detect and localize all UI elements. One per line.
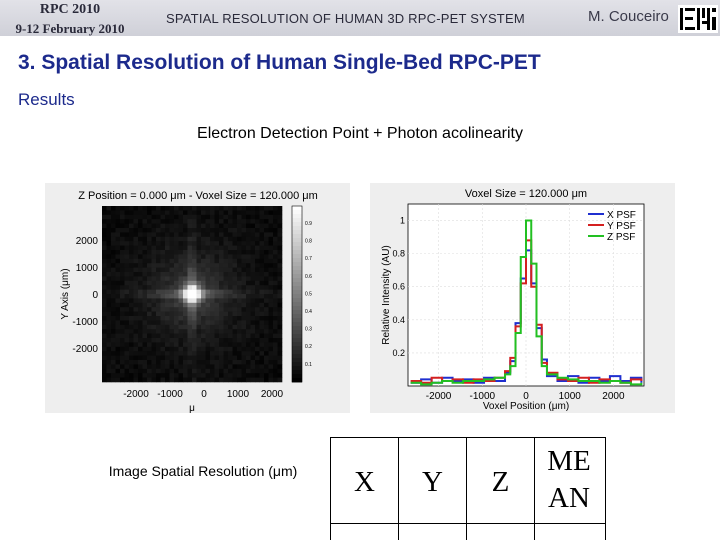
psf-profile-chart: Voxel Size = 120.000 μm Relative Intensi… (370, 183, 675, 413)
system-title: SPATIAL RESOLUTION OF HUMAN 3D RPC-PET S… (166, 11, 525, 26)
legend-label: Y PSF (607, 221, 636, 232)
figure-caption: Electron Detection Point + Photon acolin… (197, 125, 523, 142)
table-divider-5 (605, 437, 606, 540)
image-plot-title: Z Position = 0.000 μm - Voxel Size = 120… (78, 190, 318, 202)
table-row-label: Image Spatial Resolution (μm) (108, 463, 298, 479)
image-plot-xlabel: μ (189, 403, 195, 413)
colorbar-tick-label: 0.5 (305, 291, 312, 297)
chart-series-line (410, 219, 643, 386)
colorbar-tick-label: 0.6 (305, 274, 312, 280)
chart-ytick-label: 1 (400, 216, 405, 226)
chart-ytick-label: 0.8 (392, 249, 405, 259)
table-divider-4 (534, 437, 535, 540)
image-xtick-label: -1000 (157, 389, 183, 400)
colorbar-tick-label: 0.9 (305, 221, 312, 227)
chart-xtick-label: -1000 (470, 391, 496, 402)
image-xtick-label: 2000 (261, 389, 284, 400)
conference-name: RPC 2010 (39, 2, 101, 17)
slide-title: 3. Spatial Resolution of Human Single-Be… (18, 51, 541, 74)
image-ytick-label: -1000 (72, 317, 98, 328)
psf-image-plot: Z Position = 0.000 μm - Voxel Size = 120… (45, 183, 350, 413)
table-divider-1 (330, 437, 331, 540)
institution-logo (678, 5, 718, 33)
conference-dates: 9-12 February 2010 (15, 21, 125, 36)
section-heading: Results (18, 90, 75, 109)
chart-xtick-label: 0 (523, 391, 529, 402)
colorbar-tick-label: 0.2 (305, 344, 312, 350)
legend-label: X PSF (607, 210, 636, 221)
chart-xtick-label: -2000 (426, 391, 452, 402)
chart-title: Voxel Size = 120.000 μm (465, 188, 587, 200)
chart-xtick-label: 1000 (559, 391, 582, 402)
chart-ytick-label: 0.4 (392, 315, 405, 325)
table-header-mean: ME AN (547, 445, 591, 514)
image-xtick-label: 1000 (227, 389, 250, 400)
colorbar-tick-label: 0.7 (305, 256, 312, 262)
table-header-x: X (354, 466, 375, 498)
colorbar-tick-label: 0.8 (305, 239, 312, 245)
legend-label: Z PSF (607, 232, 635, 243)
table-header-z: Z (491, 466, 510, 498)
image-ytick-label: 1000 (76, 263, 99, 274)
colorbar-tick-label: 0.4 (305, 309, 312, 315)
chart-ylabel: Relative Intensity (AU) (381, 245, 392, 344)
image-xtick-label: 0 (201, 389, 207, 400)
colorbar-tick-label: 0.3 (305, 327, 312, 333)
image-ytick-label: 0 (92, 290, 98, 301)
chart-xlabel: Voxel Position (μm) (483, 401, 569, 412)
chart-ytick-label: 0.6 (392, 282, 405, 292)
author-name: M. Couceiro (588, 8, 669, 25)
chart-xtick-label: 2000 (602, 391, 625, 402)
colorbar-tick-label: 0.1 (305, 362, 312, 368)
header-band (0, 0, 720, 36)
image-ytick-label: -2000 (72, 344, 98, 355)
image-heatmap (102, 206, 283, 383)
table-rule-mid (330, 523, 606, 524)
colorbar (291, 205, 303, 383)
image-ytick-label: 2000 (76, 236, 99, 247)
table-divider-2 (398, 437, 399, 540)
table-header-y: Y (422, 466, 443, 498)
table-divider-3 (466, 437, 467, 540)
image-xtick-label: -2000 (123, 389, 149, 400)
table-rule-top (330, 437, 606, 438)
chart-ytick-label: 0.2 (392, 348, 405, 358)
image-plot-ylabel: Y Axis (μm) (60, 268, 71, 319)
